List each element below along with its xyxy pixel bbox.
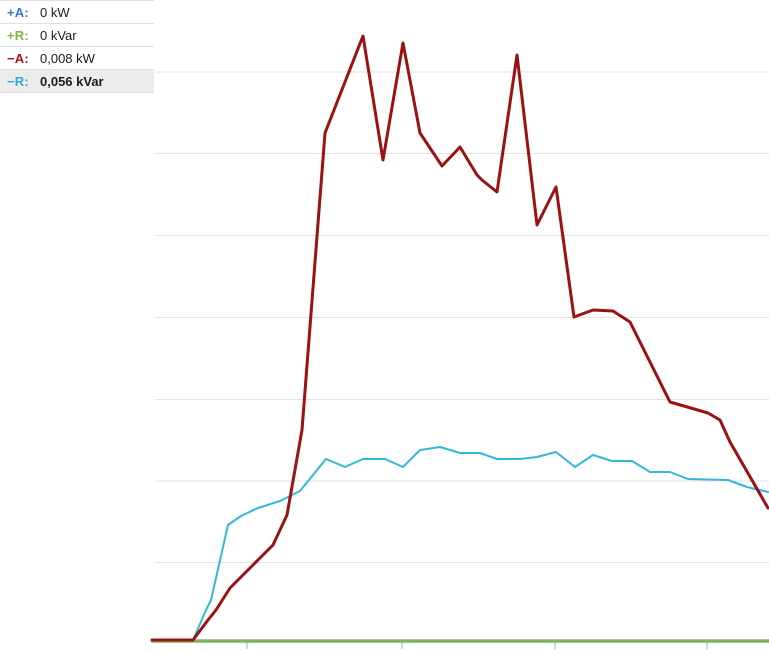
legend-row-minus-r[interactable]: −R: 0,056 kVar: [0, 70, 154, 93]
series-legend: +A: 0 kW +R: 0 kVar −A: 0,008 kW −R: 0,0…: [0, 0, 154, 93]
legend-value-plus-r: 0 kVar: [40, 27, 77, 43]
legend-row-plus-r[interactable]: +R: 0 kVar: [0, 24, 154, 47]
legend-value-minus-a: 0,008 kW: [40, 50, 95, 66]
legend-label-minus-r: −R:: [7, 73, 29, 89]
legend-label-plus-a: +A:: [7, 4, 29, 20]
legend-label-plus-r: +R:: [7, 27, 29, 43]
legend-label-minus-a: −A:: [7, 50, 29, 66]
series-line-minus-a: [150, 34, 769, 642]
legend-value-minus-r: 0,056 kVar: [40, 73, 104, 89]
legend-row-plus-a[interactable]: +A: 0 kW: [0, 1, 154, 24]
legend-value-plus-a: 0 kW: [40, 4, 70, 20]
series-line-minus-r: [151, 446, 769, 641]
legend-row-minus-a[interactable]: −A: 0,008 kW: [0, 47, 154, 70]
